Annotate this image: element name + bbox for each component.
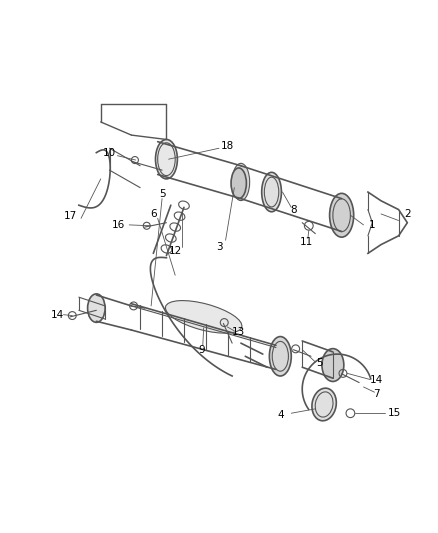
Text: 17: 17: [64, 211, 77, 221]
Text: 4: 4: [277, 410, 284, 421]
Text: 6: 6: [150, 209, 157, 219]
Text: 16: 16: [112, 220, 125, 230]
Ellipse shape: [269, 336, 291, 376]
Text: 14: 14: [370, 375, 383, 385]
Text: 3: 3: [215, 242, 223, 252]
Text: 1: 1: [369, 220, 376, 230]
Ellipse shape: [329, 193, 354, 237]
Text: 5: 5: [316, 358, 323, 368]
Text: 11: 11: [300, 237, 313, 247]
Ellipse shape: [322, 349, 344, 382]
Text: 10: 10: [103, 148, 116, 158]
Text: 18: 18: [221, 141, 234, 151]
Text: 2: 2: [404, 209, 411, 219]
Text: 14: 14: [50, 310, 64, 320]
Ellipse shape: [155, 140, 177, 179]
Text: 13: 13: [232, 327, 245, 337]
Ellipse shape: [166, 301, 242, 333]
Ellipse shape: [312, 388, 336, 421]
Text: 7: 7: [373, 389, 380, 399]
Text: 9: 9: [198, 345, 205, 355]
Ellipse shape: [88, 294, 105, 322]
Text: 15: 15: [388, 408, 401, 418]
Ellipse shape: [261, 172, 281, 212]
Ellipse shape: [232, 163, 250, 200]
Text: 12: 12: [169, 246, 182, 256]
Text: 8: 8: [290, 205, 297, 215]
Text: 5: 5: [159, 189, 166, 199]
Ellipse shape: [231, 168, 246, 199]
